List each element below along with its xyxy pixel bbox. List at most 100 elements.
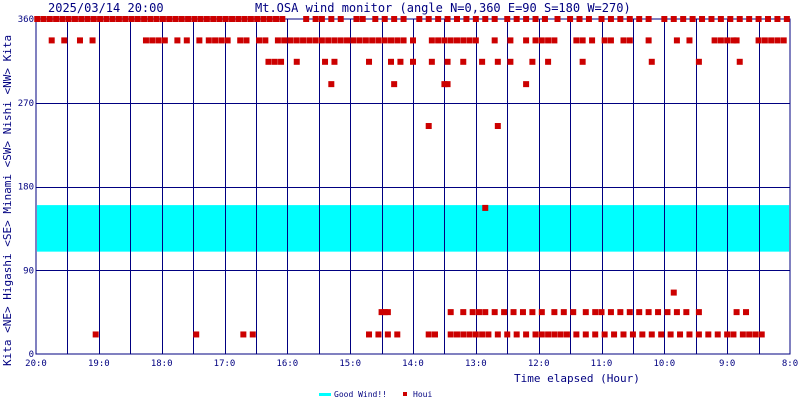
- wind-point: [224, 37, 231, 44]
- legend: Good Wind!! Houi: [319, 390, 432, 399]
- wind-point: [532, 37, 539, 44]
- wind-point: [570, 309, 577, 316]
- wind-point: [466, 37, 473, 44]
- wind-point: [601, 331, 608, 338]
- wind-point: [381, 309, 388, 316]
- wind-point: [482, 16, 489, 22]
- wind-point: [350, 37, 357, 44]
- wind-point: [554, 16, 561, 22]
- wind-point: [551, 331, 558, 338]
- wind-point: [90, 16, 97, 22]
- wind-point: [147, 16, 154, 22]
- wind-point: [695, 331, 702, 338]
- wind-point: [278, 58, 285, 65]
- wind-point: [736, 16, 743, 22]
- wind-point: [510, 309, 517, 316]
- wind-point: [545, 37, 552, 44]
- wind-point: [122, 16, 129, 22]
- wind-point: [582, 309, 589, 316]
- wind-point: [425, 123, 432, 130]
- wind-point: [453, 331, 460, 338]
- wind-point: [76, 37, 83, 44]
- wind-point: [134, 16, 141, 22]
- wind-point: [453, 37, 460, 44]
- wind-point: [711, 37, 718, 44]
- wind-point: [645, 309, 652, 316]
- wind-point: [212, 37, 219, 44]
- wind-point: [774, 37, 781, 44]
- wind-point: [453, 16, 460, 22]
- wind-point: [551, 37, 558, 44]
- wind-point: [617, 309, 624, 316]
- wind-point: [557, 331, 564, 338]
- wind-point: [444, 81, 451, 88]
- wind-point: [410, 58, 416, 65]
- wind-point: [410, 37, 416, 44]
- wind-point: [538, 309, 545, 316]
- wind-point: [153, 16, 160, 22]
- wind-point: [507, 37, 514, 44]
- wind-point: [472, 331, 479, 338]
- wind-point: [425, 331, 432, 338]
- wind-point: [274, 37, 281, 44]
- wind-point: [532, 331, 539, 338]
- wind-point: [447, 331, 454, 338]
- wind-point: [589, 37, 596, 44]
- wind-point: [513, 16, 520, 22]
- wind-point: [699, 16, 706, 22]
- wind-point: [598, 16, 605, 22]
- y-tick-labels: 0 90 180 270 360: [18, 15, 34, 360]
- wind-point: [366, 331, 373, 338]
- wind-point: [48, 37, 55, 44]
- wind-point: [362, 37, 369, 44]
- wind-point: [645, 37, 652, 44]
- wind-point: [271, 58, 278, 65]
- wind-point: [472, 37, 479, 44]
- wind-point: [241, 16, 248, 22]
- wind-point: [431, 331, 438, 338]
- wind-point: [670, 289, 677, 296]
- wind-point: [53, 16, 60, 22]
- y-tick-label: 90: [23, 266, 34, 276]
- wind-point: [607, 37, 614, 44]
- wind-point: [375, 37, 382, 44]
- wind-point: [293, 58, 300, 65]
- wind-point: [375, 331, 382, 338]
- wind-point: [444, 16, 451, 22]
- wind-point: [331, 37, 338, 44]
- wind-point: [573, 37, 580, 44]
- wind-point: [579, 37, 586, 44]
- wind-point: [78, 16, 85, 22]
- wind-point: [626, 16, 633, 22]
- wind-point: [210, 16, 217, 22]
- wind-point: [648, 58, 655, 65]
- wind-point: [617, 16, 624, 22]
- wind-point: [428, 58, 435, 65]
- wind-point: [128, 16, 135, 22]
- wind-point: [752, 331, 759, 338]
- x-tick-label: 14:0: [402, 359, 424, 369]
- wind-point: [686, 331, 693, 338]
- wind-point: [636, 309, 643, 316]
- direction-points: [34, 16, 790, 338]
- wind-point: [507, 58, 514, 65]
- wind-point: [254, 16, 261, 22]
- x-tick-label: 13:0: [465, 359, 487, 369]
- wind-point: [645, 16, 652, 22]
- wind-point: [739, 331, 746, 338]
- wind-point: [61, 37, 68, 44]
- wind-point: [441, 37, 448, 44]
- wind-point: [677, 331, 684, 338]
- header-datetime: 2025/03/14 20:00: [48, 1, 164, 15]
- wind-point: [331, 58, 338, 65]
- wind-point: [667, 331, 674, 338]
- wind-point: [695, 58, 702, 65]
- wind-point: [240, 331, 247, 338]
- wind-point: [229, 16, 236, 22]
- legend-points-label: Houi: [413, 390, 432, 399]
- wind-point: [708, 16, 715, 22]
- wind-point: [733, 309, 740, 316]
- wind-point: [155, 37, 162, 44]
- wind-point: [447, 37, 454, 44]
- wind-point: [783, 16, 790, 22]
